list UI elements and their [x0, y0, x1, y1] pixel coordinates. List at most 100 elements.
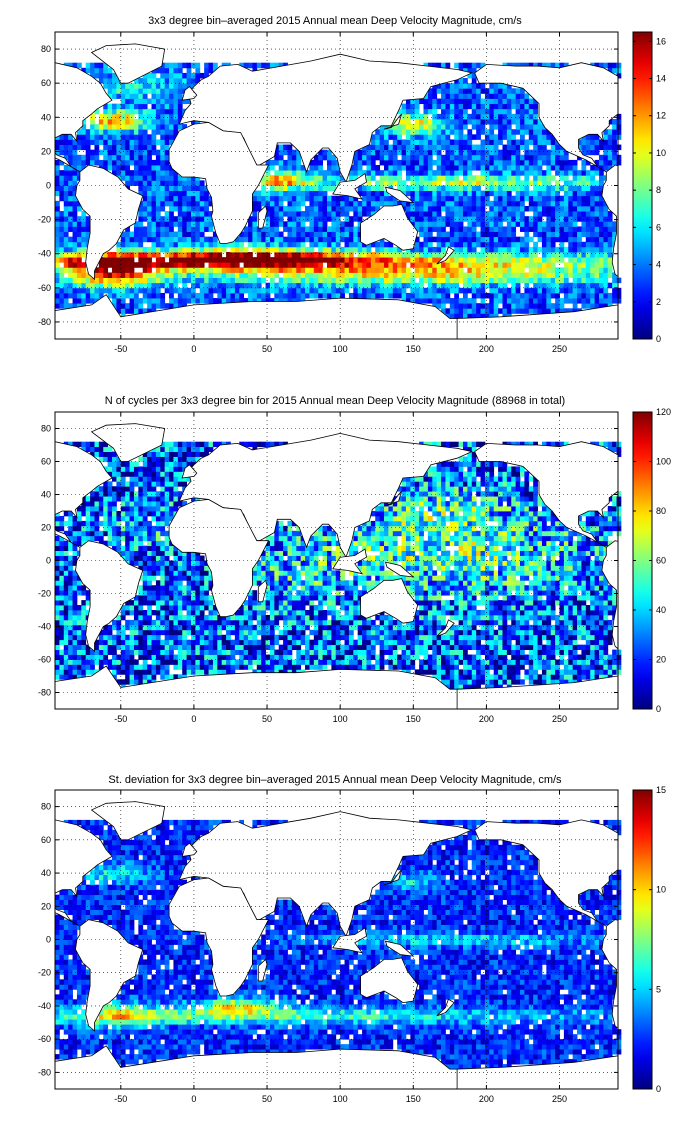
heatmap-cell	[68, 535, 73, 542]
heatmap-cell	[278, 195, 284, 202]
heatmap-cell	[480, 170, 486, 176]
heatmap-cell	[138, 262, 144, 268]
heatmap-cell	[427, 221, 433, 227]
heatmap-cell	[199, 246, 205, 253]
heatmap-cell	[125, 246, 130, 253]
heatmap-cell	[410, 272, 416, 278]
heatmap-cell	[550, 62, 556, 69]
heatmap-cell	[370, 144, 376, 151]
heatmap-cell	[90, 501, 95, 507]
heatmap-cell	[169, 72, 174, 79]
heatmap-cell	[401, 282, 407, 289]
heatmap-cell	[555, 190, 560, 197]
heatmap-cell	[120, 308, 126, 314]
heatmap-cell	[423, 170, 429, 176]
heatmap-cell	[441, 144, 446, 151]
heatmap-cell	[405, 190, 411, 197]
heatmap-cell	[537, 246, 543, 253]
heatmap-cell	[612, 272, 617, 278]
heatmap-cell	[309, 282, 315, 289]
heatmap-cell	[612, 298, 617, 304]
heatmap-cell	[155, 580, 161, 586]
heatmap-cell	[462, 139, 468, 145]
heatmap-cell	[489, 118, 495, 125]
heatmap-cell	[63, 211, 69, 217]
heatmap-cell	[186, 62, 192, 69]
heatmap-cell	[142, 501, 148, 507]
heatmap-cell	[493, 118, 499, 125]
heatmap-cell	[125, 231, 130, 238]
heatmap-cell	[462, 88, 468, 94]
heatmap-cell	[432, 88, 438, 94]
heatmap-cell	[550, 292, 556, 299]
heatmap-cell	[85, 506, 91, 512]
heatmap-cell	[476, 98, 481, 105]
heatmap-cell	[230, 298, 236, 304]
heatmap-cell	[94, 501, 100, 507]
heatmap-cell	[454, 292, 460, 299]
heatmap-cell	[68, 144, 73, 151]
heatmap-cell	[151, 118, 157, 125]
heatmap-cell	[59, 639, 65, 646]
heatmap-cell	[182, 231, 188, 238]
heatmap-cell	[300, 231, 306, 238]
heatmap-cell	[129, 246, 135, 253]
heatmap-cell	[489, 272, 495, 278]
heatmap-cell	[520, 303, 525, 309]
heatmap-cell	[454, 221, 460, 227]
heatmap-cell	[199, 190, 205, 197]
heatmap-cell	[397, 246, 402, 253]
heatmap-cell	[322, 277, 328, 284]
heatmap-cell	[335, 267, 341, 273]
heatmap-cell	[133, 303, 139, 309]
heatmap-cell	[81, 614, 87, 621]
heatmap-cell	[138, 175, 144, 181]
heatmap-cell	[160, 170, 166, 176]
heatmap-cell	[265, 211, 271, 217]
heatmap-cell	[112, 545, 117, 551]
heatmap-cell	[616, 134, 622, 140]
heatmap-cell	[169, 180, 174, 186]
heatmap-cell	[261, 180, 266, 186]
heatmap-cell	[55, 560, 60, 566]
heatmap-cell	[291, 149, 297, 156]
heatmap-cell	[515, 113, 521, 120]
heatmap-cell	[177, 124, 183, 130]
heatmap-cell	[155, 154, 161, 161]
heatmap-cell	[546, 149, 552, 156]
heatmap-cell	[511, 103, 517, 110]
heatmap-cell	[410, 165, 416, 171]
heatmap-cell	[125, 262, 130, 268]
heatmap-cell	[489, 231, 495, 238]
heatmap-cell	[432, 292, 438, 299]
heatmap-cell	[340, 257, 345, 263]
heatmap-cell	[112, 654, 117, 660]
heatmap-cell	[313, 216, 319, 222]
heatmap-cell	[72, 257, 78, 263]
heatmap-cell	[441, 124, 446, 130]
heatmap-cell	[423, 134, 429, 140]
heatmap-cell	[151, 298, 157, 304]
heatmap-cell	[335, 282, 341, 289]
heatmap-cell	[515, 175, 521, 181]
heatmap-cell	[120, 88, 126, 94]
heatmap-cell	[419, 221, 424, 227]
heatmap-cell	[147, 190, 152, 197]
heatmap-cell	[186, 257, 192, 263]
heatmap-cell	[414, 195, 420, 202]
heatmap-cell	[208, 246, 214, 253]
heatmap-cell	[471, 231, 477, 238]
heatmap-cell	[138, 231, 144, 238]
heatmap-cell	[577, 252, 582, 258]
heatmap-cell	[476, 190, 481, 197]
heatmap-cell	[186, 190, 192, 197]
heatmap-cell	[76, 664, 82, 670]
heatmap-cell	[326, 185, 332, 192]
heatmap-cell	[458, 252, 464, 258]
heatmap-cell	[151, 491, 157, 497]
heatmap-cell	[129, 154, 135, 161]
heatmap-cell	[423, 287, 429, 294]
heatmap-cell	[129, 481, 135, 487]
heatmap-cell	[322, 241, 328, 248]
heatmap-cell	[252, 272, 258, 278]
